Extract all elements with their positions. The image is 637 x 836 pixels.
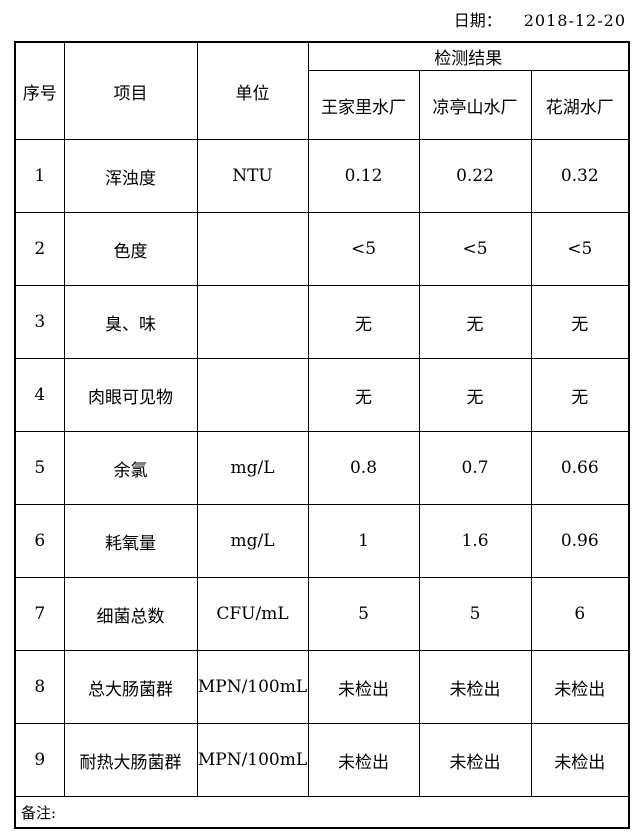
item-cell: 臭、味 xyxy=(63,285,198,359)
item-cell: 浑浊度 xyxy=(63,139,198,213)
remarks-label: 备注: xyxy=(14,796,630,829)
result-cell: 0.32 xyxy=(530,139,630,213)
item-cell: 肉眼可见物 xyxy=(63,358,198,432)
result-cell: 6 xyxy=(530,577,630,651)
table-row: 9 耐热大肠菌群 MPN/100mL 未检出 未检出 未检出 xyxy=(14,723,630,797)
result-cell: 未检出 xyxy=(418,650,532,724)
table-row: 8 总大肠菌群 MPN/100mL 未检出 未检出 未检出 xyxy=(14,650,630,724)
table-row: 2 色度 <5 <5 <5 xyxy=(14,212,630,286)
header-plant-1: 王家里水厂 xyxy=(307,70,420,140)
result-cell: 1 xyxy=(307,504,420,578)
header-seq: 序号 xyxy=(14,41,65,140)
result-cell: <5 xyxy=(307,212,420,286)
result-cell: 0.66 xyxy=(530,431,630,505)
unit-cell: CFU/mL xyxy=(196,577,309,651)
result-cell: <5 xyxy=(530,212,630,286)
unit-cell: mg/L xyxy=(196,431,309,505)
unit-cell xyxy=(196,358,309,432)
result-cell: 无 xyxy=(418,285,532,359)
table-row: 1 浑浊度 NTU 0.12 0.22 0.32 xyxy=(14,139,630,213)
result-cell: 0.96 xyxy=(530,504,630,578)
date-label: 日期： xyxy=(453,11,502,30)
table-row: 3 臭、味 无 无 无 xyxy=(14,285,630,359)
item-cell: 总大肠菌群 xyxy=(63,650,198,724)
table-row: 5 余氯 mg/L 0.8 0.7 0.66 xyxy=(14,431,630,505)
row-number-cell: 9 xyxy=(14,723,65,797)
result-cell: 无 xyxy=(418,358,532,432)
result-cell: 0.7 xyxy=(418,431,532,505)
remarks-row: 备注: xyxy=(14,796,630,829)
header-plant-2: 凉亭山水厂 xyxy=(418,70,532,140)
table-row: 6 耗氧量 mg/L 1 1.6 0.96 xyxy=(14,504,630,578)
row-number-cell: 4 xyxy=(14,358,65,432)
unit-cell: MPN/100mL xyxy=(196,650,309,724)
result-cell: 5 xyxy=(418,577,532,651)
result-cell: 无 xyxy=(307,285,420,359)
water-quality-table: 序号 项目 单位 检测结果 王家里水厂 凉亭山水厂 花湖水厂 1 浑浊度 NTU… xyxy=(14,41,631,829)
unit-cell: NTU xyxy=(196,139,309,213)
result-cell: 无 xyxy=(530,358,630,432)
result-cell: 0.22 xyxy=(418,139,532,213)
row-number-cell: 7 xyxy=(14,577,65,651)
header-results-group: 检测结果 xyxy=(307,41,630,71)
table-row: 7 细菌总数 CFU/mL 5 5 6 xyxy=(14,577,630,651)
row-number-cell: 2 xyxy=(14,212,65,286)
item-cell: 细菌总数 xyxy=(63,577,198,651)
item-cell: 耐热大肠菌群 xyxy=(63,723,198,797)
header-unit: 单位 xyxy=(196,41,309,140)
row-number-cell: 6 xyxy=(14,504,65,578)
header-item: 项目 xyxy=(63,41,198,140)
result-cell: 未检出 xyxy=(530,723,630,797)
unit-cell: MPN/100mL xyxy=(196,723,309,797)
date-line: 日期： 2018-12-20 xyxy=(14,7,626,31)
header-plant-3: 花湖水厂 xyxy=(530,70,630,140)
header-row-plants: 王家里水厂 凉亭山水厂 花湖水厂 xyxy=(15,70,630,140)
row-number-cell: 1 xyxy=(14,139,65,213)
item-cell: 色度 xyxy=(63,212,198,286)
unit-cell: mg/L xyxy=(196,504,309,578)
item-cell: 耗氧量 xyxy=(63,504,198,578)
result-cell: 未检出 xyxy=(307,650,420,724)
row-number-cell: 5 xyxy=(14,431,65,505)
row-number-cell: 8 xyxy=(14,650,65,724)
result-cell: 无 xyxy=(530,285,630,359)
date-value: 2018-12-20 xyxy=(523,11,626,30)
unit-cell xyxy=(196,212,309,286)
table-row: 4 肉眼可见物 无 无 无 xyxy=(14,358,630,432)
result-cell: 无 xyxy=(307,358,420,432)
result-cell: 5 xyxy=(307,577,420,651)
result-cell: 未检出 xyxy=(530,650,630,724)
result-cell: 0.8 xyxy=(307,431,420,505)
result-cell: 未检出 xyxy=(418,723,532,797)
result-cell: 1.6 xyxy=(418,504,532,578)
result-cell: 未检出 xyxy=(307,723,420,797)
result-cell: 0.12 xyxy=(307,139,420,213)
header-row-top: 序号 项目 单位 检测结果 xyxy=(14,41,630,140)
unit-cell xyxy=(196,285,309,359)
item-cell: 余氯 xyxy=(63,431,198,505)
row-number-cell: 3 xyxy=(14,285,65,359)
result-cell: <5 xyxy=(418,212,532,286)
